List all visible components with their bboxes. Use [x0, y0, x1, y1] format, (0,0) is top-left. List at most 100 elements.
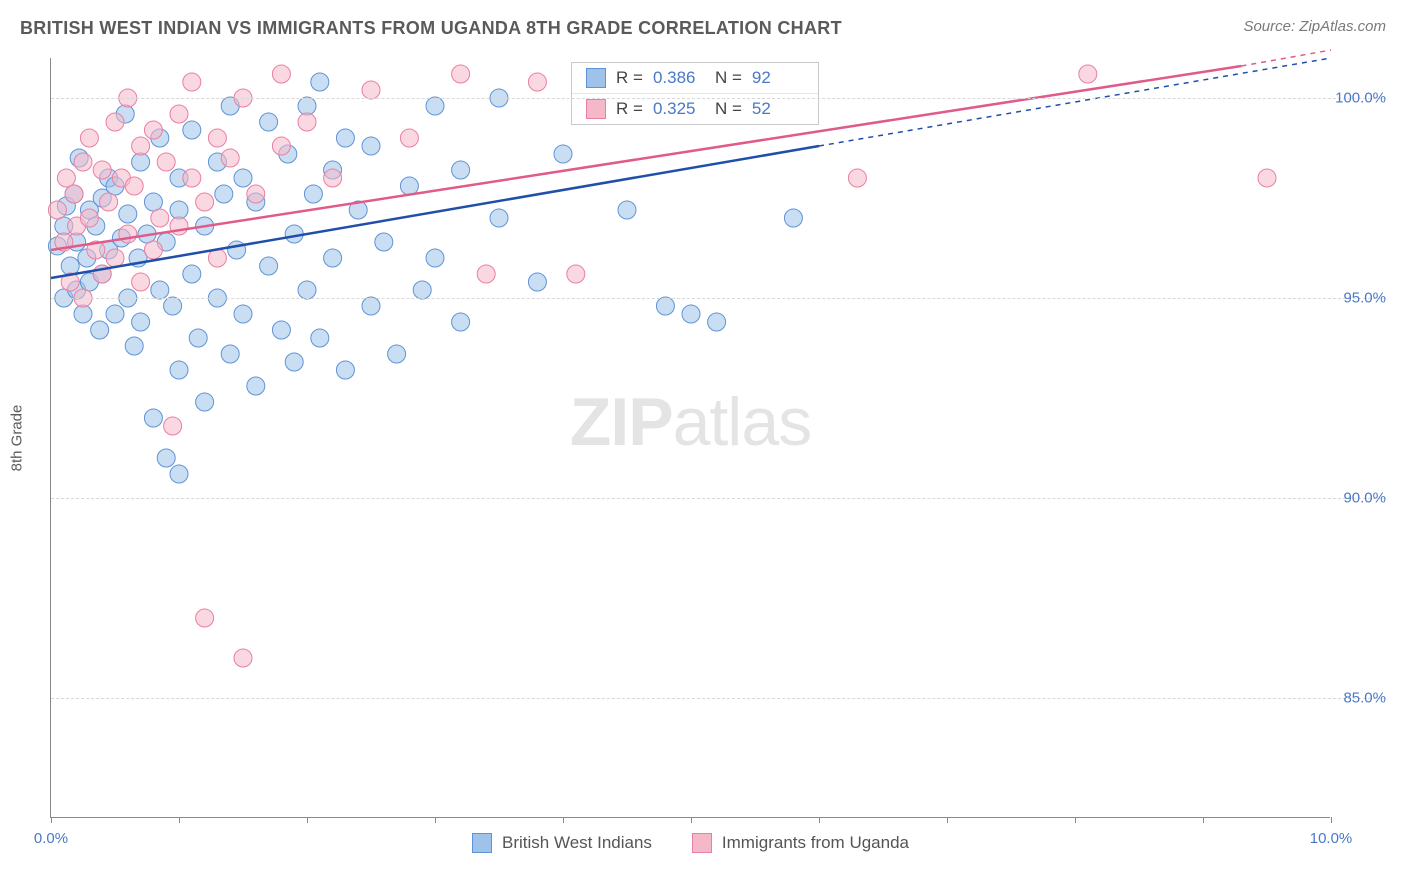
scatter-point [221, 345, 239, 363]
scatter-point [1079, 65, 1097, 83]
gridline [51, 298, 1386, 299]
x-tick [179, 817, 180, 823]
scatter-point [100, 193, 118, 211]
scatter-point [784, 209, 802, 227]
y-tick-label: 95.0% [1332, 290, 1386, 307]
legend-n-value: 92 [752, 68, 804, 88]
x-tick [563, 817, 564, 823]
scatter-point [125, 337, 143, 355]
scatter-point [311, 73, 329, 91]
x-tick [1075, 817, 1076, 823]
scatter-point [528, 273, 546, 291]
scatter-point [151, 209, 169, 227]
scatter-point [234, 169, 252, 187]
scatter-point [80, 129, 98, 147]
scatter-point [164, 417, 182, 435]
scatter-point [247, 377, 265, 395]
scatter-point [93, 161, 111, 179]
scatter-point [452, 313, 470, 331]
scatter-point [196, 393, 214, 411]
scatter-point [452, 65, 470, 83]
scatter-point [656, 297, 674, 315]
scatter-point [324, 249, 342, 267]
scatter-point [80, 209, 98, 227]
x-tick [1203, 817, 1204, 823]
y-tick-label: 100.0% [1332, 90, 1386, 107]
scatter-point [144, 121, 162, 139]
legend-r-value: 0.386 [653, 68, 705, 88]
legend-swatch [692, 833, 712, 853]
scatter-point [215, 185, 233, 203]
regression-line-dashed [1241, 50, 1331, 66]
scatter-point [144, 241, 162, 259]
scatter-point [106, 113, 124, 131]
scatter-point [272, 65, 290, 83]
scatter-point [272, 137, 290, 155]
scatter-point [170, 105, 188, 123]
stats-legend: R =0.386N =92R =0.325N =52 [571, 62, 819, 125]
gridline [51, 698, 1386, 699]
scatter-point [157, 153, 175, 171]
scatter-point [189, 329, 207, 347]
y-tick-label: 85.0% [1332, 690, 1386, 707]
scatter-point [1258, 169, 1276, 187]
scatter-point [132, 153, 150, 171]
scatter-point [74, 305, 92, 323]
scatter-point [375, 233, 393, 251]
y-axis-label: 8th Grade [9, 404, 26, 471]
bottom-legend-item: British West Indians [472, 833, 652, 853]
x-tick [1331, 817, 1332, 823]
scatter-point [61, 257, 79, 275]
scatter-point [477, 265, 495, 283]
scatter-point [132, 313, 150, 331]
scatter-point [413, 281, 431, 299]
scatter-point [336, 361, 354, 379]
legend-n-value: 52 [752, 99, 804, 119]
scatter-point [106, 249, 124, 267]
legend-n-label: N = [715, 68, 742, 88]
scatter-point [400, 129, 418, 147]
legend-swatch [586, 99, 606, 119]
scatter-point [528, 73, 546, 91]
legend-r-value: 0.325 [653, 99, 705, 119]
scatter-point [196, 609, 214, 627]
y-tick-label: 90.0% [1332, 490, 1386, 507]
x-tick [819, 817, 820, 823]
source-attribution: Source: ZipAtlas.com [1243, 18, 1386, 35]
scatter-point [48, 201, 66, 219]
scatter-point [298, 97, 316, 115]
scatter-point [221, 149, 239, 167]
scatter-point [324, 169, 342, 187]
scatter-point [362, 297, 380, 315]
scatter-point [234, 305, 252, 323]
scatter-point [490, 209, 508, 227]
scatter-point [57, 169, 75, 187]
scatter-point [74, 153, 92, 171]
scatter-point [336, 129, 354, 147]
scatter-point [400, 177, 418, 195]
x-tick [51, 817, 52, 823]
scatter-point [426, 249, 444, 267]
x-tick [691, 817, 692, 823]
scatter-point [196, 193, 214, 211]
scatter-point [298, 113, 316, 131]
x-tick [947, 817, 948, 823]
scatter-point [304, 185, 322, 203]
scatter-point [65, 185, 83, 203]
scatter-point [452, 161, 470, 179]
scatter-point [132, 273, 150, 291]
scatter-point [260, 113, 278, 131]
chart-title: BRITISH WEST INDIAN VS IMMIGRANTS FROM U… [20, 18, 842, 39]
scatter-point [151, 281, 169, 299]
scatter-point [554, 145, 572, 163]
legend-swatch [586, 68, 606, 88]
legend-swatch [472, 833, 492, 853]
scatter-point [298, 281, 316, 299]
x-tick [435, 817, 436, 823]
scatter-point [848, 169, 866, 187]
scatter-point [183, 265, 201, 283]
scatter-point [228, 241, 246, 259]
header: BRITISH WEST INDIAN VS IMMIGRANTS FROM U… [0, 0, 1406, 47]
scatter-point [106, 305, 124, 323]
scatter-point [388, 345, 406, 363]
